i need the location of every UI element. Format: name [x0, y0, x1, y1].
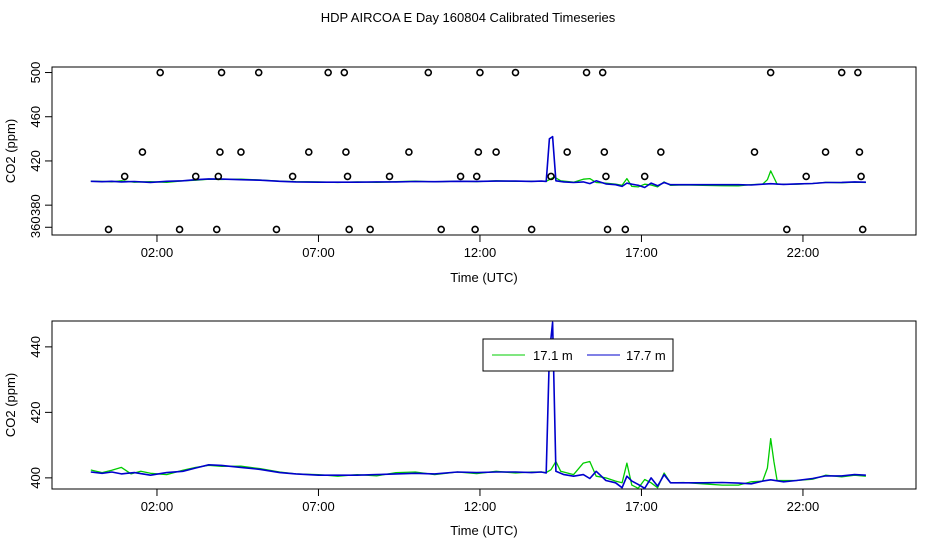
calibration-point: [217, 68, 226, 77]
calibration-point: [366, 225, 374, 234]
upper-panel-scatter: Time (UTC) CO2 (ppm) 02:00 07:00 12:00 17:0…: [3, 62, 917, 285]
calibration-point: [343, 172, 352, 181]
calibration-point: [191, 172, 200, 181]
upper-y-tick-label: 500: [28, 62, 43, 84]
calibration-point: [854, 68, 862, 77]
calibration-point: [582, 68, 591, 77]
upper-x-tick-label: 17:00: [625, 245, 658, 260]
upper-y-tick-label: 420: [28, 150, 43, 172]
calibration-point: [602, 172, 610, 181]
calibration-point: [324, 68, 332, 77]
lower-y-tick-label: 440: [28, 336, 43, 358]
calibration-point: [156, 68, 165, 77]
upper-x-tick-label: 02:00: [141, 245, 174, 260]
lower-x-tick-label: 07:00: [302, 499, 335, 514]
calibration-point: [254, 68, 263, 77]
upper-series-17-7-m-line: [90, 135, 866, 189]
calibration-point: [837, 68, 846, 77]
calibration-point: [855, 148, 864, 156]
lower-axis-ticks: 02:00 07:00 12:00 17:00 22:00 400 420 440: [28, 336, 819, 514]
calibration-point: [857, 172, 865, 181]
calibration-point: [474, 148, 483, 156]
calibration-point: [598, 68, 607, 77]
calibration-point: [138, 148, 147, 156]
calibration-point: [783, 225, 791, 234]
upper-y-tick-label: 360: [28, 216, 43, 238]
calibration-point: [640, 172, 649, 181]
calibration-point: [304, 148, 313, 156]
lower-series-17-7-m-line: [90, 321, 866, 490]
calibration-point: [456, 172, 465, 181]
upper-calibration-markers: [104, 68, 867, 234]
calibration-point: [424, 68, 433, 77]
calibration-point: [600, 148, 609, 156]
calibration-point: [471, 225, 479, 234]
lower-x-tick-label: 02:00: [141, 499, 174, 514]
calibration-point: [858, 225, 867, 234]
calibration-point: [216, 148, 224, 156]
calibration-point: [120, 172, 129, 181]
calibration-point: [405, 148, 413, 156]
calibration-point: [603, 225, 612, 234]
lower-x-tick-label: 22:00: [787, 499, 820, 514]
legend: 17.1 m 17.7 m: [482, 338, 674, 372]
calibration-point: [237, 148, 245, 156]
calibration-point: [511, 68, 520, 77]
calibration-point: [472, 172, 481, 181]
lower-series-lines: [90, 321, 866, 490]
calibration-point: [212, 225, 221, 234]
calibration-point: [821, 148, 830, 156]
calibration-point: [340, 68, 349, 77]
calibration-point: [657, 148, 665, 156]
upper-x-tick-label: 22:00: [787, 245, 820, 260]
calibration-point: [288, 172, 297, 181]
calibration-point: [272, 225, 281, 234]
calibration-point: [214, 172, 223, 181]
calibration-point: [345, 225, 353, 234]
upper-x-tick-label: 12:00: [464, 245, 497, 260]
legend-label-17-1m: 17.1 m: [533, 348, 573, 363]
lower-x-tick-label: 12:00: [464, 499, 497, 514]
calibration-point: [492, 148, 500, 156]
calibration-point: [750, 148, 759, 156]
calibration-point: [766, 68, 775, 77]
calibration-point: [621, 225, 630, 234]
upper-y-tick-label: 460: [28, 106, 43, 128]
legend-label-17-7m: 17.7 m: [626, 348, 666, 363]
calibration-point: [385, 172, 394, 181]
calibration-point: [437, 225, 446, 234]
upper-series-lines: [90, 135, 866, 189]
figure-title: HDP AIRCOA E Day 160804 Calibrated Times…: [321, 10, 616, 25]
calibration-point: [342, 148, 350, 156]
lower-y-axis-label: CO2 (ppm): [3, 373, 18, 437]
calibration-point: [802, 172, 810, 181]
lower-x-tick-label: 17:00: [625, 499, 658, 514]
calibration-point: [527, 225, 536, 234]
calibration-point: [104, 225, 113, 234]
lower-y-tick-label: 400: [28, 467, 43, 489]
upper-y-tick-label: 380: [28, 194, 43, 216]
calibration-point: [563, 148, 571, 156]
lower-panel-line: Time (UTC) CO2 (ppm) 02:00 07:00 12:00 17:0…: [3, 320, 917, 538]
calibration-point: [476, 68, 484, 77]
lower-x-axis-label: Time (UTC): [450, 523, 517, 538]
calibration-point: [175, 225, 184, 234]
upper-y-axis-label: CO2 (ppm): [3, 119, 18, 183]
upper-x-tick-label: 07:00: [302, 245, 335, 260]
upper-x-axis-label: Time (UTC): [450, 270, 517, 285]
calibration-point: [547, 172, 555, 181]
lower-y-tick-label: 420: [28, 402, 43, 424]
